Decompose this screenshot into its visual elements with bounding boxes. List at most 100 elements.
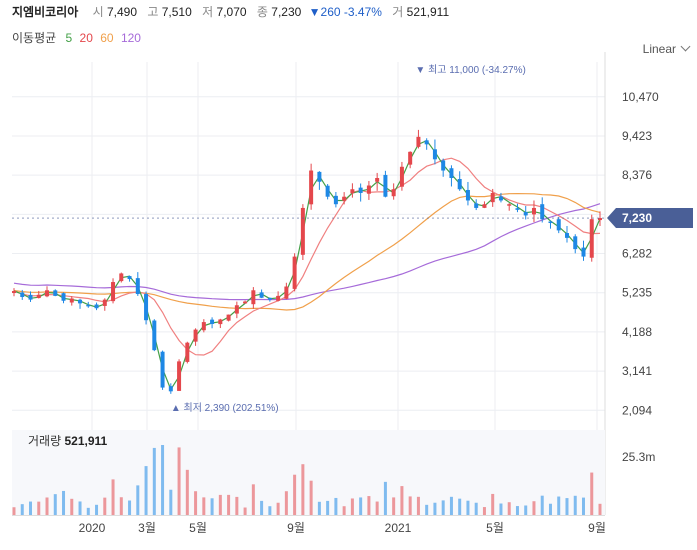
candle-body: [292, 256, 297, 289]
volume-bar: [235, 496, 239, 515]
ma-120-label: 120: [120, 31, 141, 45]
candle-body: [61, 293, 66, 301]
volume-bar: [144, 466, 148, 515]
candle-body: [210, 319, 215, 324]
volume-bar: [227, 494, 231, 515]
volume-bar: [383, 481, 387, 515]
candle-body: [102, 299, 107, 306]
volume-bar: [169, 489, 173, 515]
volume-bar: [458, 498, 462, 515]
volume-bar: [251, 484, 255, 515]
current-price-badge: [607, 208, 693, 229]
open-value: 7,490: [106, 5, 138, 19]
candle-body: [573, 236, 578, 250]
volume-panel-background: [12, 430, 605, 515]
volume-panel-value: 521,911: [64, 434, 108, 448]
volume-bar: [284, 491, 288, 515]
candle-body: [358, 187, 363, 193]
candle-body: [507, 204, 512, 206]
candle-body: [53, 290, 58, 296]
scale-dropdown[interactable]: Linear: [642, 41, 691, 56]
candle-body: [498, 196, 503, 201]
candle-body: [119, 273, 124, 282]
candle-body: [564, 233, 569, 238]
y-tick-label: 2,094: [622, 403, 652, 417]
volume-bar: [425, 504, 429, 515]
ma-60-label: 60: [100, 31, 114, 45]
volume-bar: [350, 498, 354, 515]
candle-body: [111, 282, 116, 302]
open-label: 시: [92, 5, 104, 19]
y-tick-label: 8,376: [622, 168, 652, 182]
candle-body: [69, 298, 74, 303]
candle-body: [226, 314, 231, 321]
x-tick-label: 5월: [486, 521, 504, 535]
candle-body: [36, 294, 41, 299]
volume-bar: [29, 501, 33, 515]
candle-body: [152, 320, 157, 351]
volume-bar: [53, 494, 57, 515]
current-price-tag: 7,230: [12, 208, 693, 229]
candle-body: [168, 386, 173, 392]
candle-body: [234, 305, 239, 314]
stock-header: 지엠비코리아 시 7,490 고 7,510 저 7,070 종 7,230 ▼…: [12, 3, 453, 20]
volume-bar: [507, 502, 511, 515]
candle-body: [408, 151, 413, 165]
candle-body: [86, 304, 91, 307]
ma-20-label: 20: [79, 31, 93, 45]
volume-bar: [466, 500, 470, 515]
candle-body: [474, 203, 479, 208]
volume-bar: [37, 501, 41, 515]
volume-bar: [309, 480, 313, 515]
candle-body: [391, 189, 396, 197]
volume-bar: [12, 507, 16, 515]
volume-bar: [268, 506, 272, 515]
volume-bar: [342, 506, 346, 515]
candle-body: [243, 301, 248, 304]
scale-mode-label: Linear: [642, 42, 676, 56]
volume-bar: [185, 469, 189, 515]
volume-bar: [573, 495, 577, 515]
candle-body: [28, 294, 33, 300]
volume-bar: [392, 497, 396, 515]
candle-body: [201, 322, 206, 331]
volume-bar: [177, 447, 181, 515]
candle-body: [548, 221, 553, 224]
volume-bar: [433, 502, 437, 515]
y-axis: 10,4709,4238,3767,3296,2825,2354,1883,14…: [622, 90, 659, 464]
x-axis: 2020 3월 5월 9월 2021 5월 9월: [79, 521, 606, 535]
low-label: 저: [202, 5, 214, 19]
candle-body: [383, 174, 388, 197]
volume-bar: [474, 502, 478, 515]
candle-body: [531, 207, 536, 215]
candle-body: [449, 168, 454, 179]
volume-bar: [359, 497, 363, 515]
volume-bar: [416, 496, 420, 515]
candle-body: [441, 160, 446, 171]
candles: [12, 129, 602, 394]
volume-bar: [441, 500, 445, 515]
candle-body: [20, 292, 25, 298]
volume-bars: [12, 430, 605, 515]
candle-body: [465, 189, 470, 201]
change-value: ▼260 -3.47%: [308, 5, 382, 19]
volume-bar: [243, 507, 247, 515]
y-tick-label: 4,188: [622, 325, 652, 339]
volume-bar: [491, 493, 495, 515]
volume-bar: [499, 503, 503, 515]
volume-tick-label: 25.3m: [622, 450, 655, 464]
volume-bar: [95, 504, 99, 515]
close-label: 종: [256, 5, 268, 19]
candle-body: [276, 295, 281, 301]
volume-bar: [45, 497, 49, 515]
ma-legend[interactable]: 이동평균 5 20 60 120: [12, 29, 145, 46]
candle-body: [375, 178, 380, 182]
x-tick-label: 9월: [287, 521, 305, 535]
candle-body: [45, 290, 50, 297]
volume-bar: [70, 498, 74, 515]
candle-body: [416, 136, 421, 147]
volume-bar: [598, 503, 602, 515]
x-tick-label: 5월: [189, 521, 207, 535]
volume-bar: [367, 496, 371, 515]
